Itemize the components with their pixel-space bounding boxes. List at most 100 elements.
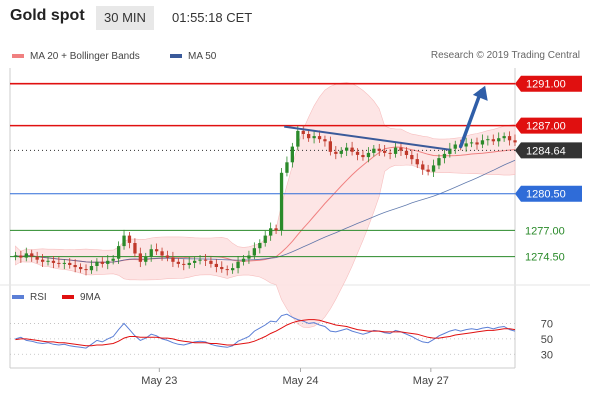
level-label: 1284.64 bbox=[526, 145, 566, 157]
level-tag-bg bbox=[515, 117, 582, 134]
legend-rsi: RSI bbox=[12, 291, 47, 305]
candle-body bbox=[62, 262, 66, 264]
candle-body bbox=[198, 259, 202, 261]
candle-body bbox=[117, 246, 121, 259]
candle-body bbox=[307, 134, 311, 139]
level-tag-5: 1274.50 bbox=[525, 252, 565, 264]
candle-body bbox=[57, 262, 61, 264]
rsi-tick-label: 30 bbox=[541, 349, 553, 361]
candle-body bbox=[361, 155, 365, 158]
candle-body bbox=[138, 253, 142, 262]
candle-body bbox=[220, 267, 224, 270]
candle-body bbox=[263, 235, 267, 243]
level-label: 1280.50 bbox=[526, 189, 566, 201]
legend-ma50: MA 50 bbox=[170, 50, 216, 64]
legend-rsi-label: RSI bbox=[30, 292, 47, 303]
ma9-swatch bbox=[62, 295, 74, 300]
candle-body bbox=[182, 263, 186, 265]
candle-body bbox=[236, 261, 240, 269]
candle-body bbox=[502, 136, 506, 139]
level-label: 1287.00 bbox=[526, 121, 566, 133]
trendline bbox=[284, 125, 450, 151]
level-tag-3: 1280.50 bbox=[515, 185, 582, 202]
candle-body bbox=[111, 258, 115, 261]
timeframe-selector[interactable]: 30 MIN bbox=[96, 6, 154, 30]
legend-ma20-label: MA 20 + Bollinger Bands bbox=[30, 51, 140, 62]
rsi-swatch bbox=[12, 295, 24, 300]
candle-body bbox=[442, 153, 447, 159]
level-label: 1277.00 bbox=[525, 225, 565, 237]
rsi-line bbox=[15, 313, 516, 349]
candle-body bbox=[209, 260, 213, 264]
candle-body bbox=[19, 255, 23, 258]
legend-9ma: 9MA bbox=[62, 291, 101, 305]
candle-body bbox=[149, 249, 153, 257]
candle-body bbox=[41, 259, 45, 262]
candle-body bbox=[388, 152, 392, 154]
candle-body bbox=[355, 151, 360, 155]
candle-body bbox=[279, 172, 284, 231]
candle-body bbox=[231, 268, 235, 271]
candle-body bbox=[160, 251, 164, 256]
candle-body bbox=[95, 261, 99, 266]
candle-body bbox=[480, 140, 485, 145]
ma20-swatch bbox=[12, 54, 24, 59]
candle-body bbox=[24, 253, 28, 258]
ma50-swatch bbox=[170, 54, 182, 59]
forecast-arrow-head bbox=[472, 85, 488, 101]
candle-body bbox=[155, 249, 159, 252]
candle-body bbox=[247, 255, 251, 259]
level-tag-bg bbox=[515, 142, 582, 159]
candle-body bbox=[426, 169, 430, 172]
candle-body bbox=[30, 253, 34, 257]
candle-body bbox=[89, 266, 94, 271]
candle-body bbox=[258, 243, 262, 249]
candle-body bbox=[122, 235, 126, 247]
candle-body bbox=[13, 255, 18, 257]
candle-body bbox=[274, 228, 278, 231]
candle-body bbox=[46, 260, 50, 262]
candle-body bbox=[491, 139, 495, 142]
rsi-tick-label: 70 bbox=[541, 318, 553, 330]
candle-body bbox=[410, 155, 414, 160]
candle-body bbox=[203, 259, 208, 261]
level-label: 1291.00 bbox=[526, 79, 566, 91]
candle-body bbox=[399, 147, 403, 151]
candle-body bbox=[252, 248, 256, 256]
candle-body bbox=[323, 139, 327, 142]
legend-ma20-bb: MA 20 + Bollinger Bands bbox=[12, 50, 140, 64]
candle-body bbox=[475, 142, 479, 145]
candle-body bbox=[296, 130, 300, 147]
header: Gold spot 30 MIN 01:55:18 CET bbox=[0, 0, 590, 36]
candle-body bbox=[431, 165, 436, 172]
candle-body bbox=[35, 256, 39, 260]
legend-ma50-label: MA 50 bbox=[188, 51, 217, 62]
candle-body bbox=[366, 152, 371, 158]
candle-body bbox=[144, 256, 148, 262]
level-tag-1: 1287.00 bbox=[515, 117, 582, 134]
candle-body bbox=[317, 136, 322, 140]
candle-body bbox=[328, 141, 332, 152]
candle-body bbox=[127, 235, 132, 243]
candle-body bbox=[350, 147, 354, 152]
candle-body bbox=[165, 255, 170, 258]
level-tag-bg bbox=[515, 75, 582, 92]
candle-body bbox=[106, 260, 110, 264]
candle-body bbox=[73, 265, 77, 268]
candle-body bbox=[100, 261, 104, 264]
candle-body bbox=[176, 261, 180, 264]
candle-body bbox=[448, 148, 452, 154]
ma50-line bbox=[15, 159, 516, 263]
rsi-tick-label: 50 bbox=[541, 334, 553, 346]
candle-body bbox=[486, 139, 490, 141]
level-label: 1274.50 bbox=[525, 252, 565, 264]
candle-body bbox=[84, 269, 88, 271]
candle-body bbox=[301, 130, 305, 134]
candle-body bbox=[469, 142, 474, 144]
bollinger-band bbox=[15, 82, 516, 328]
candle-body bbox=[377, 148, 381, 151]
candle-body bbox=[187, 262, 191, 265]
candle-body bbox=[214, 263, 218, 267]
candle-body bbox=[437, 158, 441, 166]
